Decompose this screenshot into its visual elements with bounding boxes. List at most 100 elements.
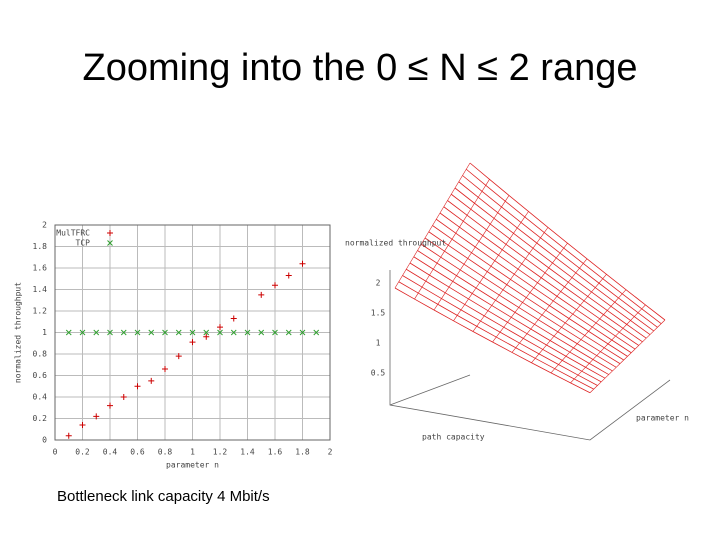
point [175, 353, 182, 360]
wire-line [406, 268, 602, 383]
y-tick-label: 1 [42, 328, 47, 337]
wire-line [394, 162, 471, 289]
y-tick-label: 1.6 [33, 264, 48, 273]
point [244, 329, 251, 336]
point [272, 282, 278, 289]
z-tick-label: 1.5 [371, 309, 386, 318]
x-tick-label: 1.4 [240, 448, 255, 457]
point [120, 329, 127, 336]
wire-line [511, 258, 588, 353]
x-tick-label: 0.4 [103, 448, 118, 457]
slide-title: Zooming into the 0 ≤ N ≤ 2 range [82, 47, 637, 89]
y-tick-label: 1.8 [33, 242, 48, 251]
point [217, 324, 223, 331]
point [217, 329, 223, 336]
point [93, 413, 100, 420]
point [313, 329, 320, 336]
wire-line [443, 206, 639, 346]
point [285, 272, 292, 279]
wire-line [433, 195, 510, 311]
legend-label: TCP [76, 239, 91, 248]
wire-line [589, 319, 666, 393]
scatter-chart: 0 0.2 0.4 0.6 0.8 1 1.2 1.4 1.6 1.8 2 0 0.2 0.4 0.6 0.8… [14, 221, 333, 470]
point [230, 329, 237, 336]
x-tick-label: 1.8 [295, 448, 310, 457]
wire-line [462, 175, 658, 328]
x-tick-label: 0.6 [130, 448, 145, 457]
y-tick-label: 0.4 [33, 393, 48, 402]
z-tick-label: 1 [376, 339, 381, 348]
wire-line [451, 193, 647, 339]
x-tick-label: 0.2 [75, 448, 90, 457]
point [189, 329, 196, 336]
x-tick-label: 0.8 [158, 448, 173, 457]
y-tick-label: 0 [42, 436, 47, 445]
x-axis-label: parameter n [166, 461, 219, 470]
legend-marker [107, 240, 113, 246]
point [230, 315, 237, 322]
point [162, 329, 168, 336]
z-axis-label: normalized throughput [345, 239, 446, 248]
plot-frame [54, 224, 331, 441]
x-axis-label: parameter n [636, 414, 689, 423]
wire-line [417, 250, 613, 372]
x-tick-label: 1.2 [213, 448, 228, 457]
z-tick-label: 2 [376, 279, 381, 288]
wire-line [436, 218, 632, 354]
point [299, 329, 306, 336]
y-tick-label: 0.6 [33, 371, 48, 380]
x-tick-label: 1 [190, 448, 195, 457]
x-tick-label: 1.6 [268, 448, 283, 457]
x-tick-label: 0 [53, 448, 58, 457]
point [175, 329, 182, 336]
wire-line [550, 289, 627, 374]
point [203, 329, 210, 336]
y-axis-label: path capacity [422, 433, 485, 442]
point [285, 329, 292, 336]
point [134, 383, 141, 390]
point [162, 366, 168, 373]
legend-label: MulTFRC [56, 229, 90, 238]
point [203, 333, 210, 340]
y-tick-label: 1.2 [33, 307, 48, 316]
point [148, 329, 155, 336]
wire-line [432, 225, 628, 357]
point [299, 260, 306, 267]
point [258, 291, 265, 298]
wire-line [413, 256, 609, 375]
point [65, 329, 72, 336]
caption: Bottleneck link capacity 4 Mbit/s [57, 488, 270, 505]
wire-line [414, 179, 490, 300]
z-tick-label: 0.5 [371, 369, 386, 378]
point [93, 329, 100, 336]
point [79, 329, 86, 336]
surface-plot: 2 1.5 1 0.5 normalized throughput parameter n… [345, 162, 689, 442]
y-axis-label: normalized throughput [14, 282, 23, 383]
wire-line [421, 243, 617, 368]
y-tick-label: 0.2 [33, 414, 48, 423]
wire-line [398, 281, 594, 390]
point [65, 432, 72, 439]
legend-marker [107, 230, 113, 236]
wire-line [402, 275, 598, 386]
point [258, 329, 265, 336]
y-tick-label: 0.8 [33, 350, 48, 359]
wire-line [453, 211, 529, 321]
wire-line [531, 274, 607, 363]
x-tick-label: 2 [328, 448, 333, 457]
point [189, 339, 196, 346]
wire-line [447, 200, 643, 343]
y-tick-label: 2 [42, 221, 47, 230]
point [272, 329, 278, 336]
axis-box [389, 270, 671, 441]
point [107, 329, 113, 336]
wire-line [492, 242, 568, 343]
point [120, 394, 127, 400]
point [79, 421, 86, 428]
y-tick-label: 1.4 [33, 285, 48, 294]
point [148, 377, 155, 384]
wire-line [570, 304, 646, 384]
point [134, 329, 141, 336]
point [107, 402, 113, 409]
